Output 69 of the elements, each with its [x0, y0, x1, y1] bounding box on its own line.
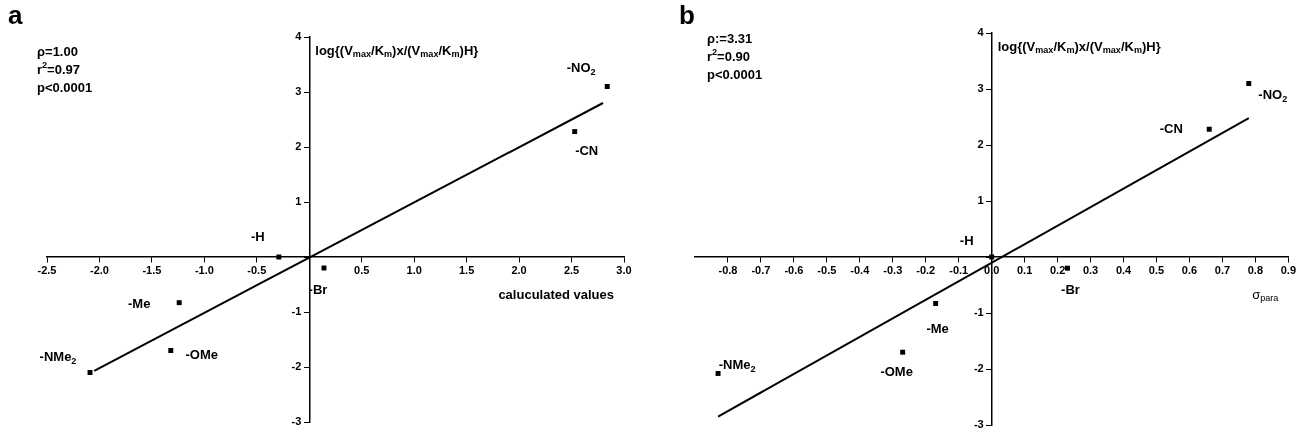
y-tick-label: -2	[973, 362, 984, 375]
y-tick-label: -3	[973, 418, 984, 431]
annotation: p<0.0001	[37, 79, 93, 95]
x-tick-label: 0.3	[1082, 263, 1099, 276]
annotation: ρ=1.00	[37, 43, 78, 59]
x-tick-label: -0.1	[949, 263, 969, 276]
x-tick-label: 0.5	[1148, 263, 1165, 276]
point	[176, 300, 182, 306]
point	[1246, 80, 1252, 86]
y-tick-label: 3	[977, 82, 984, 95]
point	[1206, 126, 1212, 132]
x-tick-label: 0.8	[1247, 263, 1264, 276]
x-tick-label: -0.6	[784, 263, 804, 276]
x-tick-label: -0.8	[718, 263, 738, 276]
x-tick-label: 2.0	[511, 263, 527, 276]
annotation: -Br	[1061, 281, 1080, 297]
x-tick-label: -0.3	[883, 263, 903, 276]
y-tick-label: 1	[295, 195, 302, 208]
x-tick-label: -1.5	[142, 263, 162, 276]
annotation: -Me	[926, 321, 949, 337]
point	[933, 301, 939, 306]
x-tick-label: 0.9	[1280, 263, 1296, 276]
x-tick-label: 0.7	[1214, 263, 1231, 276]
annotation: -H	[959, 232, 974, 248]
y-tick-label: -1	[291, 305, 302, 318]
x-tick-label: 3.0	[616, 263, 632, 276]
point	[604, 84, 610, 89]
x-tick-label: -0.7	[751, 263, 771, 276]
y-tick-label: 2	[977, 138, 984, 151]
y-tick-label: -2	[291, 360, 302, 373]
x-tick-label: -2.5	[37, 263, 57, 276]
x-tick-label: 0.6	[1181, 263, 1198, 276]
point	[715, 371, 721, 376]
x-tick-label: -0.5	[817, 263, 837, 276]
annotation: -Br	[308, 281, 328, 297]
x-tick-label: 0.4	[1115, 263, 1133, 276]
y-tick-label: 1	[977, 194, 984, 207]
x-tick-label: 2.5	[563, 263, 580, 276]
x-tick-label: -0.2	[916, 263, 936, 276]
y-tick-label: -3	[291, 415, 302, 428]
x-tick-label: -0.5	[247, 263, 267, 276]
annotation: -H	[250, 228, 265, 244]
annotation: -CN	[575, 143, 599, 159]
y-tick-label: 4	[295, 30, 303, 43]
annotation: ρ:=3.31	[707, 30, 753, 46]
x-tick-label: 0.1	[1016, 263, 1033, 276]
point	[168, 348, 174, 353]
chart-title: b	[679, 0, 695, 31]
y-tick-label: -1	[973, 306, 984, 319]
point	[900, 349, 906, 355]
annotation: -OMe	[185, 347, 219, 363]
x-axis-title: caluculated values	[498, 286, 615, 302]
y-tick-label: 4	[977, 26, 985, 39]
annotation: -CN	[1159, 120, 1183, 136]
x-tick-label: -2.0	[89, 263, 109, 276]
x-tick-label: 0.5	[354, 263, 370, 276]
chart-title: a	[8, 0, 23, 31]
x-tick-label: 0.2	[1049, 263, 1066, 276]
point	[1065, 265, 1070, 271]
annotation: -OMe	[880, 363, 913, 379]
point	[572, 129, 578, 135]
x-tick-label: -0.4	[850, 263, 871, 276]
annotation: -Me	[127, 296, 151, 312]
x-tick-label: 1.5	[458, 263, 475, 276]
x-tick-label: -1.0	[194, 263, 214, 276]
y-tick-label: 2	[295, 140, 302, 153]
annotation: p<0.0001	[707, 66, 763, 82]
x-tick-label: 1.0	[406, 263, 422, 276]
y-tick-label: 3	[295, 85, 302, 98]
